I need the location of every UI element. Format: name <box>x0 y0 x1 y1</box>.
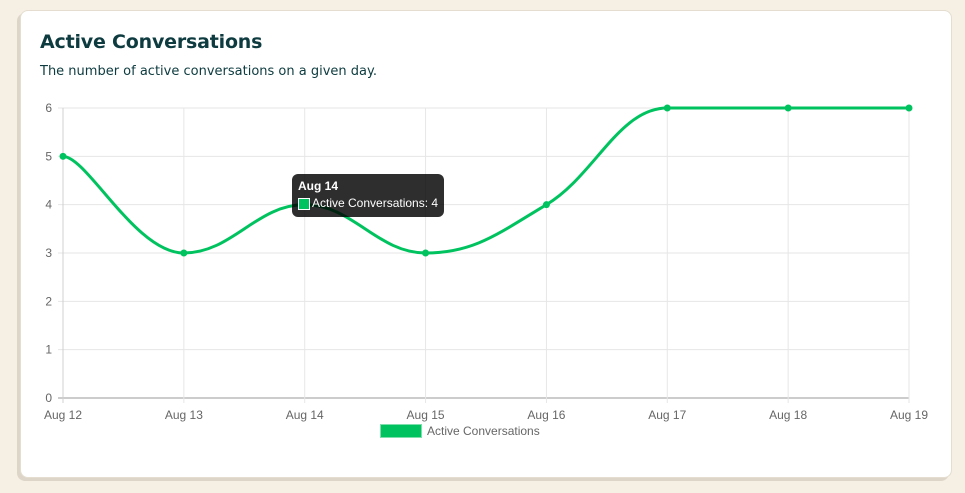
y-tick-label: 4 <box>45 198 52 212</box>
x-tick-label: Aug 17 <box>648 408 686 422</box>
tooltip-color-swatch <box>298 197 310 210</box>
x-tick-label: Aug 14 <box>286 408 324 422</box>
x-tick-label: Aug 16 <box>527 408 565 422</box>
y-tick-label: 5 <box>45 149 52 163</box>
series-line <box>62 106 909 255</box>
data-point[interactable] <box>422 249 430 257</box>
data-point[interactable] <box>59 152 67 160</box>
tooltip-title: Aug 14 <box>298 179 339 193</box>
x-tick-label: Aug 18 <box>769 408 807 422</box>
y-tick-label: 6 <box>45 101 52 115</box>
chart-tooltip: Aug 14 Active Conversations: 4 <box>292 174 445 217</box>
data-point[interactable] <box>905 104 913 112</box>
data-point[interactable] <box>542 201 550 209</box>
data-point[interactable] <box>180 249 188 257</box>
card-subtitle: The number of active conversations on a … <box>40 64 377 79</box>
data-point[interactable] <box>663 104 671 112</box>
legend-color-swatch <box>380 424 422 438</box>
chart-card: Active Conversations The number of activ… <box>20 10 952 478</box>
tooltip-label: Active Conversations: 4 <box>312 196 439 210</box>
x-tick-label: Aug 19 <box>890 408 928 422</box>
x-tick-label: Aug 15 <box>407 408 445 422</box>
x-tick-label: Aug 12 <box>44 408 82 422</box>
y-tick-label: 1 <box>45 343 52 357</box>
y-tick-label: 2 <box>45 294 52 308</box>
card-title: Active Conversations <box>40 31 263 53</box>
data-point[interactable] <box>784 104 792 112</box>
chart-legend[interactable]: Active Conversations <box>380 424 540 438</box>
y-tick-label: 3 <box>45 246 52 260</box>
y-tick-label: 0 <box>45 391 52 405</box>
x-tick-label: Aug 13 <box>165 408 203 422</box>
legend-label: Active Conversations <box>427 424 540 438</box>
